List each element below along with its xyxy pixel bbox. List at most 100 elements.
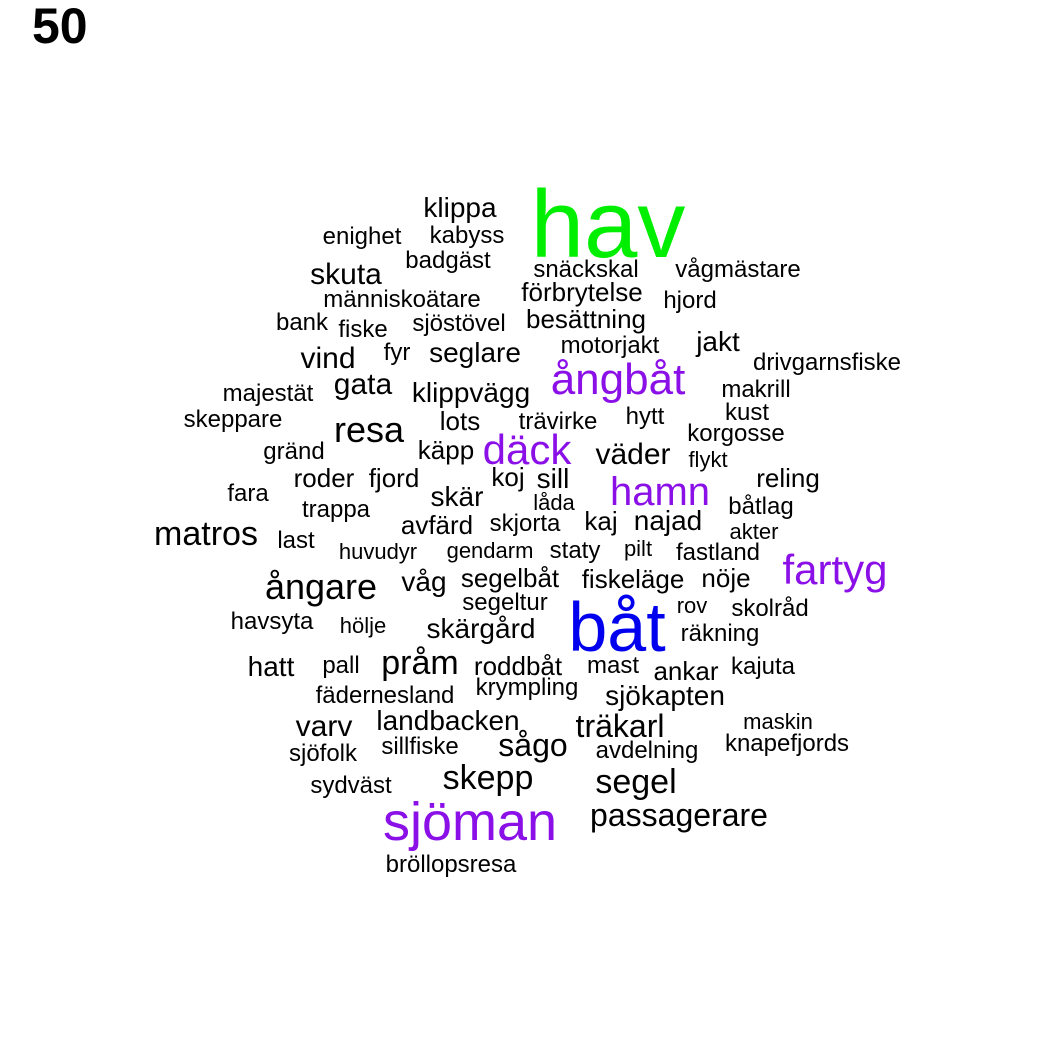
- cloud-word-pall: pall: [322, 652, 360, 679]
- cloud-word-last: last: [277, 527, 315, 554]
- cloud-word-hjord: hjord: [663, 287, 717, 314]
- cloud-word-fiskelage: fiskeläge: [581, 564, 685, 594]
- cloud-word-segeltur: segeltur: [462, 589, 548, 616]
- cloud-word-korgosse: korgosse: [687, 420, 785, 447]
- cloud-word-kust: kust: [724, 399, 770, 426]
- cloud-word-skepp: skepp: [442, 759, 534, 797]
- cloud-word-havsyta: havsyta: [230, 608, 314, 635]
- cloud-word-skjorta: skjorta: [489, 510, 561, 537]
- cloud-word-segelbat: segelbåt: [460, 563, 560, 593]
- cloud-word-angare: ångare: [264, 566, 378, 607]
- cloud-word-kabyss: kabyss: [429, 222, 505, 249]
- cloud-word-bat: båt: [568, 588, 666, 666]
- cloud-word-sjokapten: sjökapten: [605, 680, 725, 711]
- cloud-word-fjord: fjord: [368, 463, 420, 493]
- cloud-word-gata: gata: [333, 368, 393, 401]
- cloud-word-sill: sill: [536, 463, 570, 494]
- cloud-word-resa: resa: [333, 409, 405, 450]
- cloud-word-fastland: fastland: [675, 539, 761, 566]
- cloud-word-kapp: käpp: [417, 435, 475, 465]
- cloud-word-jakt: jakt: [696, 326, 740, 357]
- cloud-word-klippa: klippa: [423, 192, 497, 223]
- cloud-word-pilt: pilt: [623, 536, 653, 561]
- cloud-word-fara: fara: [227, 480, 269, 507]
- cloud-word-rov: rov: [676, 593, 708, 618]
- cloud-word-lada: låda: [533, 490, 575, 515]
- cloud-word-segel: segel: [595, 763, 677, 801]
- cloud-word-sydvast: sydväst: [310, 772, 392, 799]
- cloud-word-varv: varv: [295, 710, 353, 743]
- cloud-word-skolrad: skolråd: [731, 595, 809, 622]
- cloud-word-brollopsresa: bröllopsresa: [385, 851, 517, 878]
- cloud-word-snackskal: snäckskal: [533, 256, 639, 283]
- cloud-word-lots: lots: [439, 406, 481, 436]
- cloud-word-skargard: skärgård: [426, 613, 536, 644]
- cloud-word-sago: sågo: [498, 727, 568, 763]
- cloud-word-klippvagg: klippvägg: [411, 377, 531, 408]
- cloud-word-reling: reling: [756, 463, 820, 493]
- cloud-word-kajuta: kajuta: [730, 653, 796, 680]
- panel-number-label: 50: [32, 0, 88, 54]
- cloud-word-kaj: kaj: [584, 506, 618, 536]
- cloud-word-bank: bank: [275, 309, 329, 336]
- cloud-word-najad: najad: [633, 505, 703, 536]
- cloud-word-gendarm: gendarm: [446, 538, 534, 563]
- cloud-word-hav: hav: [530, 171, 686, 278]
- cloud-word-trappa: trappa: [301, 496, 371, 523]
- cloud-word-fiske: fiske: [338, 316, 388, 343]
- cloud-word-vagmastare: vågmästare: [675, 256, 801, 283]
- cloud-word-akter: akter: [729, 519, 779, 544]
- cloud-word-majestat: majestät: [222, 380, 314, 407]
- cloud-word-landbacken: landbacken: [376, 705, 520, 736]
- cloud-word-dack: däck: [482, 426, 572, 473]
- cloud-word-knapefjords: knapefjords: [724, 730, 850, 757]
- cloud-word-besattning: besättning: [526, 304, 646, 334]
- cloud-word-motorjakt: motorjakt: [560, 332, 660, 359]
- cloud-word-koj: koj: [491, 462, 525, 492]
- cloud-word-manniskoatare: människoätare: [323, 286, 481, 313]
- cloud-word-ankar: ankar: [653, 656, 719, 686]
- cloud-word-vag: våg: [401, 566, 447, 597]
- cloud-word-mast: mast: [586, 652, 640, 679]
- cloud-word-seglare: seglare: [429, 337, 521, 368]
- cloud-word-fadernesland: fädernesland: [315, 682, 455, 709]
- cloud-word-roder: roder: [293, 463, 355, 493]
- cloud-word-avdelning: avdelning: [595, 737, 699, 764]
- cloud-word-fartyg: fartyg: [782, 546, 888, 593]
- cloud-word-drivgarnsfiske: drivgarnsfiske: [752, 349, 902, 376]
- cloud-word-trakarl: träkarl: [575, 708, 665, 744]
- cloud-word-matros: matros: [154, 515, 258, 553]
- cloud-word-hamn: hamn: [609, 470, 711, 514]
- cloud-word-flykt: flykt: [688, 447, 728, 472]
- cloud-word-avfard: avfärd: [400, 510, 474, 540]
- cloud-word-sillfiske: sillfiske: [381, 733, 459, 760]
- cloud-word-roddbat: roddbåt: [473, 651, 563, 681]
- cloud-word-pram: pråm: [381, 644, 459, 682]
- cloud-word-vader: väder: [595, 438, 671, 471]
- cloud-word-rakning: räkning: [680, 620, 760, 647]
- cloud-word-noje: nöje: [701, 563, 751, 593]
- cloud-word-krympling: krympling: [475, 674, 579, 701]
- cloud-word-maskin: maskin: [743, 709, 813, 734]
- cloud-word-hatt: hatt: [247, 651, 295, 682]
- cloud-word-grand: gränd: [263, 438, 325, 465]
- cloud-word-staty: staty: [549, 537, 601, 564]
- cloud-word-skeppare: skeppare: [183, 406, 283, 433]
- cloud-word-skar: skär: [430, 481, 484, 512]
- cloud-word-enighet: enighet: [322, 223, 402, 250]
- cloud-word-passagerare: passagerare: [590, 797, 768, 833]
- cloud-word-badgast: badgäst: [405, 247, 491, 274]
- cloud-word-forbrytelse: förbrytelse: [521, 277, 643, 307]
- cloud-word-vind: vind: [300, 342, 356, 375]
- cloud-word-travirke: trävirke: [518, 408, 598, 435]
- cloud-word-batlag: båtlag: [728, 493, 794, 520]
- cloud-word-fyr: fyr: [383, 339, 411, 366]
- cloud-word-sjostovel: sjöstövel: [412, 310, 506, 337]
- cloud-word-hytt: hytt: [625, 403, 665, 430]
- cloud-word-makrill: makrill: [721, 376, 791, 403]
- cloud-word-angbat: ångbåt: [550, 355, 686, 404]
- cloud-word-holje: hölje: [339, 613, 387, 638]
- cloud-word-sjofolk: sjöfolk: [288, 740, 358, 767]
- cloud-word-sjoman: sjöman: [382, 792, 558, 852]
